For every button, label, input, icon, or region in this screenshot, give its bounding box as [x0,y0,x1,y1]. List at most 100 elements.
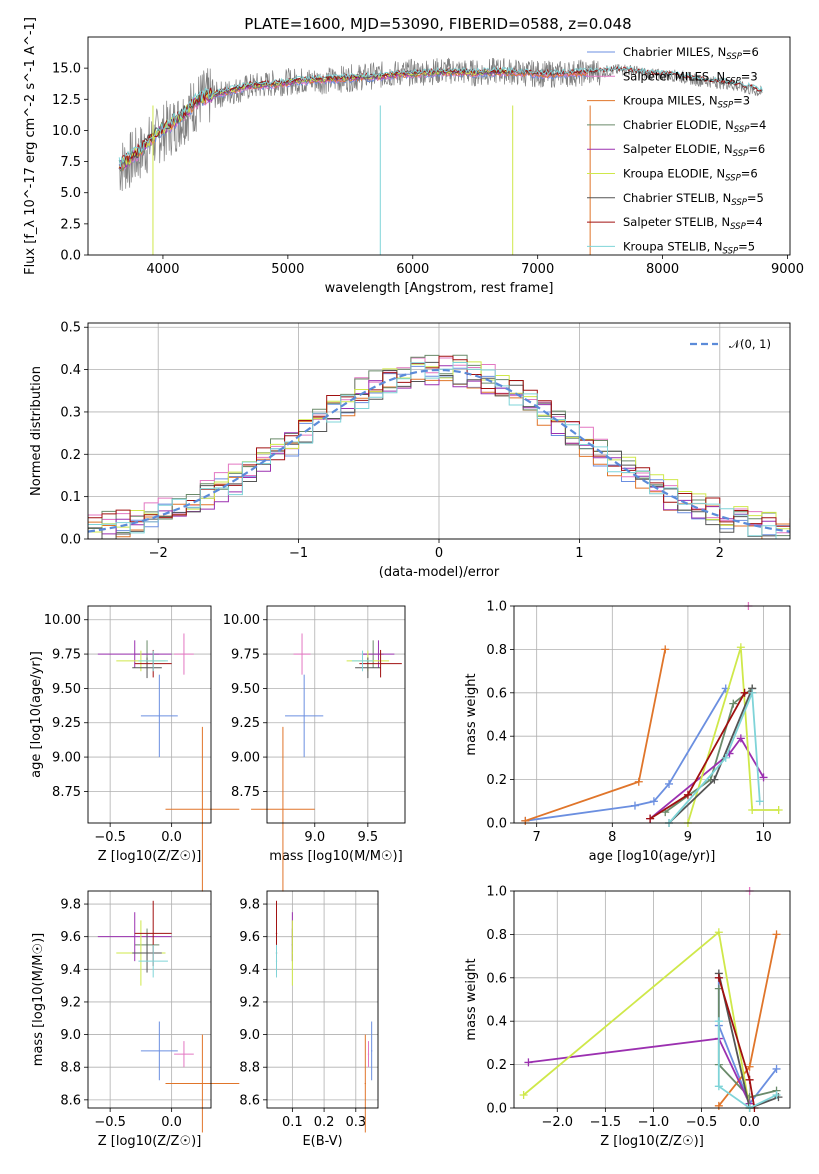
x-tick-label: 9.0 [304,830,325,845]
axes-frame [266,605,406,824]
x-axis-label: wavelength [Angstrom, rest frame] [325,281,554,296]
y-tick-label: 9.8 [239,898,260,913]
y-tick-label: 9.75 [231,648,260,663]
y-tick-label: 1.0 [486,885,507,900]
legend-entry: Chabrier STELIB, NSSP=5 [623,191,764,208]
model-spectrum-line [119,70,588,172]
x-tick-label: 0.2 [314,1115,335,1130]
y-axis-label: Normed distribution [29,366,44,496]
y-tick-label: 9.6 [239,930,260,945]
x-tick-label: 8000 [646,262,679,277]
weight-marker [634,777,643,786]
panel-age-vs-mass: 9.0 9.5 8.75 9.00 9.25 9.50 9.75 10.00 mass [log… [223,605,406,892]
x-tick-label: 9.5 [358,830,379,845]
y-axis-label: mass weight [464,673,479,755]
y-tick-label: 9.25 [52,716,81,731]
panel-weight-vs-age: 7 8 9 10 0.0 0.2 0.4 0.6 0.8 1.0 age [log10(age/yr… [464,600,791,864]
y-tick-label: 8.75 [52,785,81,800]
weight-marker [729,699,738,708]
y-tick-label: 1.0 [486,600,507,615]
weight-marker [748,688,757,697]
y-tick-label: 9.2 [60,995,81,1010]
y-tick-label: 9.50 [52,682,81,697]
y-tick-label: 10.0 [52,124,81,139]
weight-marker [736,643,745,652]
y-tick-label: 9.0 [60,1028,81,1043]
figure-title: PLATE=1600, MJD=53090, FIBERID=0588, z=0… [244,15,631,33]
weight-marker [772,1064,781,1073]
y-tick-label: 9.75 [52,648,81,663]
weight-line [525,649,667,822]
y-tick-label: 0.6 [486,971,507,986]
y-tick-label: 0.4 [486,730,507,745]
y-tick-label: 8.6 [239,1093,260,1108]
y-tick-label: 9.00 [231,751,260,766]
y-tick-label: 0.6 [486,686,507,701]
x-tick-label: 10 [755,830,772,845]
weight-line [649,736,765,820]
y-axis-label: mass weight [464,958,479,1040]
x-tick-label: 7 [533,830,541,845]
residual-histogram [88,362,790,539]
legend-entry: Kroupa ELODIE, NSSP=6 [623,167,758,184]
model-spectrum-line [118,71,588,172]
weight-marker [646,814,655,823]
weight-marker [772,930,781,939]
weight-line [525,688,727,822]
weight-marker [714,1101,723,1110]
legend-entry: Salpeter ELODIE, NSSP=6 [623,142,765,159]
weight-marker [772,1090,781,1099]
axes-frame [87,322,791,540]
model-spectrum-line [118,67,763,167]
x-tick-label: 0.1 [282,1115,303,1130]
legend-entry: Salpeter STELIB, NSSP=4 [623,215,763,232]
panel-mass-vs-EBV: 0.1 0.2 0.3 8.6 8.8 9.0 9.2 9.4 9.6 9.8 E(B-V) [239,890,379,1149]
x-tick-label: 2 [716,546,724,561]
y-tick-label: 8.75 [231,785,260,800]
weight-marker [665,779,674,788]
legend-entry: Chabrier ELODIE, NSSP=4 [623,118,766,135]
y-tick-label: 0.2 [486,773,507,788]
y-tick-label: 0.5 [60,321,81,336]
x-tick-label: 7000 [521,262,554,277]
x-tick-label: −0.5 [686,1115,718,1130]
x-axis-label: mass [log10(M/M☉)] [269,849,402,864]
y-tick-label: 9.2 [239,995,260,1010]
panel-age-vs-Z: −0.5 0.0 8.75 9.00 9.25 9.50 9.75 10.00 Z [log10… [29,605,240,892]
x-tick-label: −1.5 [590,1115,622,1130]
x-tick-label: −1 [289,546,308,561]
y-tick-label: 0.4 [60,363,81,378]
axes-frame [87,36,791,256]
y-tick-label: 0.1 [60,490,81,505]
x-tick-label: 8 [608,830,616,845]
weight-marker [774,805,783,814]
x-axis-label: (data-model)/error [379,565,500,580]
y-tick-label: 9.25 [231,716,260,731]
y-tick-label: 0.2 [486,1058,507,1073]
legend-entry: 𝒩(0, 1) [729,337,771,351]
weight-marker [740,688,749,697]
x-tick-label: 5000 [271,262,304,277]
weight-marker [714,973,723,982]
x-axis-label: E(B-V) [302,1134,342,1149]
axes-frame [87,890,212,1109]
panel-mass-vs-Z: −0.5 0.0 8.6 8.8 9.0 9.2 9.4 9.6 9.8 Z [log10(Z/Z… [31,890,240,1149]
weight-marker [755,797,764,806]
y-tick-label: 9.4 [60,963,81,978]
y-tick-label: 7.5 [60,155,81,170]
weight-line [717,977,756,1109]
x-tick-label: −2 [149,546,168,561]
weight-marker [710,775,719,784]
axes-frame [266,890,379,1109]
weight-marker [745,1062,754,1071]
y-tick-label: 9.6 [60,930,81,945]
spectrum-lines [118,57,763,255]
weight-marker [521,816,530,825]
axes-frame [87,605,212,824]
x-tick-label: 6000 [396,262,429,277]
panel-residuals: −2 −1 0 1 2 0.0 0.1 0.2 0.3 0.4 0.5 (data-model)/er… [29,321,791,580]
y-tick-label: 8.6 [60,1093,81,1108]
y-tick-label: 15.0 [52,62,81,77]
x-tick-label: 1 [575,546,583,561]
